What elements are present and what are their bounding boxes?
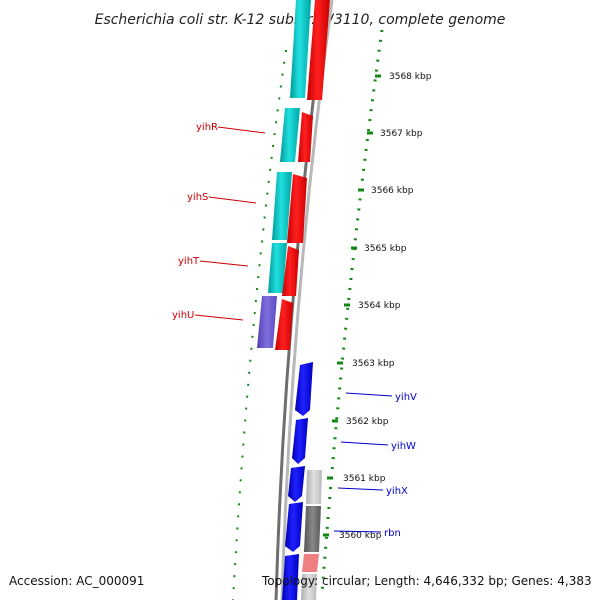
scale-ticks: 3568 kbp 3567 kbp 3566 kbp 3565 kbp 3564 kbp…: [323, 72, 432, 541]
gene-leader-line: [199, 260, 249, 267]
cog-cyan-column: [257, 0, 311, 348]
scale-tick-label: 3566 kbp: [371, 186, 414, 196]
gene-arrow-rbn: [285, 502, 303, 552]
gene-label-yihW: yihW: [391, 441, 416, 452]
scale-tick-label: 3562 kbp: [346, 417, 389, 427]
gene-arrow-yihS: [287, 174, 307, 243]
gene-leader-line: [337, 487, 384, 491]
gene-leader-line: [194, 314, 244, 321]
gene-leader-line: [217, 126, 266, 134]
scale-tick-label: 3567 kbp: [380, 129, 423, 139]
gene-label-rbn: rbn: [384, 528, 401, 539]
outer-scale-ruler: [320, 29, 384, 596]
cog-purple-segment: [257, 296, 277, 348]
gene-arrow-yihW: [292, 418, 308, 464]
gene-arrow-red: [307, 0, 330, 100]
gene-label-yihR: yihR: [196, 122, 218, 133]
gene-arrow-yihR: [298, 112, 313, 162]
scale-tick-label: 3565 kbp: [364, 244, 407, 254]
gene-label-yihU: yihU: [172, 310, 194, 321]
gene-arrow-yihX: [288, 466, 305, 502]
gene-arrow-yihV: [295, 362, 313, 416]
gene-label-yihS: yihS: [187, 192, 208, 203]
gene-leader-line: [345, 392, 393, 397]
scale-tick-label: 3568 kbp: [389, 72, 432, 82]
gene-arrow-yihT: [282, 246, 299, 296]
plus-strand-features: [282, 362, 313, 600]
gene-arrow-blue: [282, 554, 299, 600]
gene-labels: yihR yihS yihT yihU yihV yihW yihX rbn: [172, 122, 417, 539]
gene-leader-line: [208, 196, 257, 204]
gene-leader-line: [340, 441, 389, 446]
scale-tick-label: 3563 kbp: [352, 359, 395, 369]
minus-strand-features: [275, 0, 330, 350]
cog-gray-column: [301, 470, 322, 600]
accession-text: Accession: AC_000091: [9, 574, 145, 588]
topology-text: Topology: circular; Length: 4,646,332 bp…: [262, 574, 592, 588]
gene-arrow-yihU: [275, 299, 293, 350]
cog-pink-segment: [302, 554, 319, 572]
gene-label-yihV: yihV: [395, 392, 417, 403]
scale-tick-label: 3560 kbp: [339, 531, 382, 541]
scale-tick-label: 3564 kbp: [358, 301, 401, 311]
gene-label-yihX: yihX: [386, 486, 408, 497]
gc-skew-ruler: [232, 49, 287, 600]
gene-leader-line: [333, 530, 382, 533]
gene-label-yihT: yihT: [178, 256, 200, 267]
scale-tick-label: 3561 kbp: [343, 474, 386, 484]
